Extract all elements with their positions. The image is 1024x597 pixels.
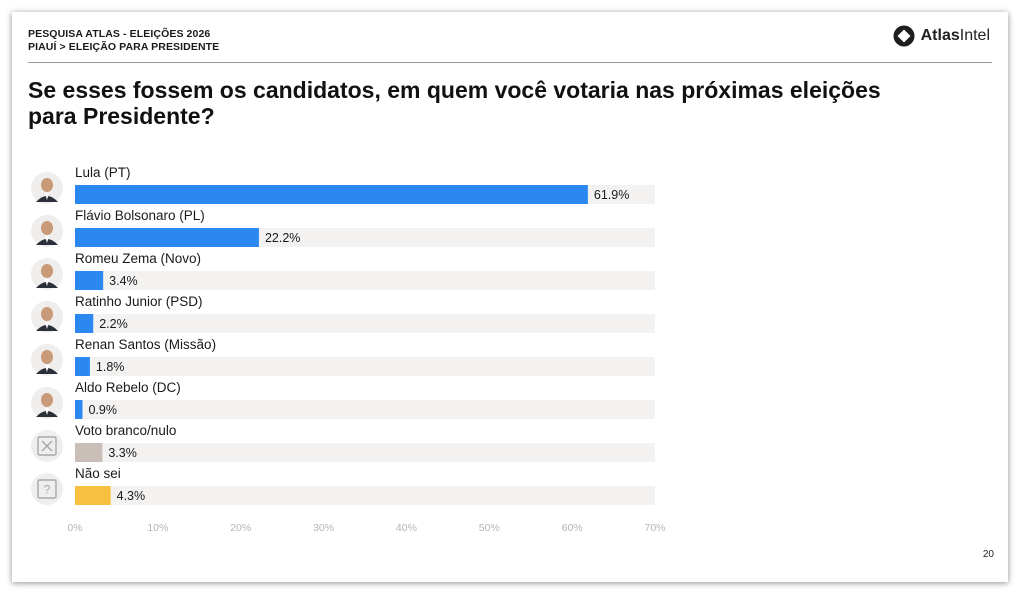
header-divider <box>28 62 992 63</box>
value-label: 3.4% <box>109 274 137 288</box>
bar-row: Renan Santos (Missão) 1.8% <box>31 337 655 376</box>
survey-breadcrumb: PIAUÍ > ELEIÇÃO PARA PRESIDENTE <box>28 41 220 53</box>
atlasintel-logo: AtlasIntel <box>893 25 990 47</box>
value-label: 3.3% <box>108 446 137 460</box>
x-tick-label: 70% <box>644 522 665 534</box>
chart-title: Se esses fossem os candidatos, em quem v… <box>28 77 881 129</box>
survey-title: PESQUISA ATLAS - ELEIÇÕES 2026 <box>28 28 211 40</box>
avatar-ratinho-junior <box>31 301 63 333</box>
x-tick-label: 0% <box>67 522 82 534</box>
bar <box>75 400 83 419</box>
bar <box>75 185 588 204</box>
bar-track <box>75 443 655 462</box>
bar-row: Voto branco/nulo 3.3% <box>31 423 655 462</box>
page-number: 20 <box>982 549 994 560</box>
bar <box>75 271 104 290</box>
bar-track <box>75 357 655 376</box>
category-label: Não sei <box>75 466 121 481</box>
bar-track <box>75 400 655 419</box>
atlas-logo-icon <box>893 25 915 47</box>
value-label: 61.9% <box>594 188 629 202</box>
category-label: Renan Santos (Missão) <box>75 337 216 352</box>
bar-row: Flávio Bolsonaro (PL) 22.2% <box>31 208 655 247</box>
category-label: Ratinho Junior (PSD) <box>75 294 203 309</box>
category-label: Lula (PT) <box>75 165 131 180</box>
category-label: Flávio Bolsonaro (PL) <box>75 208 205 223</box>
bar-row: Ratinho Junior (PSD) 2.2% <box>31 294 655 333</box>
bar <box>75 314 94 333</box>
bar <box>75 357 90 376</box>
bar-track <box>75 271 655 290</box>
bar-row: ? Não sei 4.3% <box>31 466 655 505</box>
bar-row: Lula (PT) 61.9% <box>31 165 655 204</box>
bar <box>75 486 111 505</box>
x-tick-label: 60% <box>562 522 583 534</box>
value-label: 4.3% <box>117 489 146 503</box>
value-label: 22.2% <box>265 231 300 245</box>
value-label: 2.2% <box>99 317 128 331</box>
bar-row: Romeu Zema (Novo) 3.4% <box>31 251 655 290</box>
avatar-flavio-bolsonaro <box>31 215 63 247</box>
x-tick-label: 10% <box>147 522 168 534</box>
bar-chart: Lula (PT) 61.9% Flávio Bolsonaro (PL) 22.2%… <box>31 165 666 534</box>
x-tick-label: 30% <box>313 522 334 534</box>
question-box-icon: ? <box>31 473 63 505</box>
category-label: Romeu Zema (Novo) <box>75 251 201 266</box>
logo-text: AtlasIntel <box>920 27 990 44</box>
category-label: Voto branco/nulo <box>75 423 176 438</box>
avatar-renan-santos <box>31 344 63 376</box>
avatar-aldo-rebelo <box>31 387 63 419</box>
bar-track <box>75 314 655 333</box>
avatar-lula <box>31 172 63 204</box>
x-tick-label: 20% <box>230 522 251 534</box>
x-tick-label: 50% <box>479 522 500 534</box>
bar <box>75 228 259 247</box>
value-label: 0.9% <box>88 403 117 417</box>
bar <box>75 443 103 462</box>
x-box-icon <box>31 430 63 462</box>
svg-text:?: ? <box>44 483 51 497</box>
value-label: 1.8% <box>96 360 125 374</box>
bar-row: Aldo Rebelo (DC) 0.9% <box>31 380 655 419</box>
bar-track <box>75 486 655 505</box>
slide: PESQUISA ATLAS - ELEIÇÕES 2026 PIAUÍ > E… <box>12 12 1008 582</box>
category-label: Aldo Rebelo (DC) <box>75 380 181 395</box>
avatar-romeu-zema <box>31 258 63 290</box>
x-tick-label: 40% <box>396 522 417 534</box>
